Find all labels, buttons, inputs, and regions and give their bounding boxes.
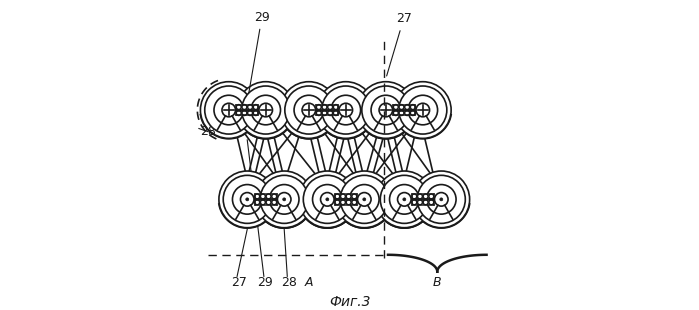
Circle shape xyxy=(399,104,404,109)
Circle shape xyxy=(417,194,422,199)
Circle shape xyxy=(247,111,252,115)
Circle shape xyxy=(260,175,308,224)
Circle shape xyxy=(253,111,258,115)
Circle shape xyxy=(236,104,241,109)
Circle shape xyxy=(362,86,410,134)
Circle shape xyxy=(317,82,374,138)
Circle shape xyxy=(423,200,428,205)
Circle shape xyxy=(251,95,280,125)
Circle shape xyxy=(317,111,322,115)
Circle shape xyxy=(322,86,370,134)
Circle shape xyxy=(214,95,243,125)
Circle shape xyxy=(335,200,340,205)
Circle shape xyxy=(335,194,340,199)
Text: Фиг.3: Фиг.3 xyxy=(329,294,370,309)
Circle shape xyxy=(394,104,398,109)
Circle shape xyxy=(340,200,345,205)
Circle shape xyxy=(282,198,286,201)
Circle shape xyxy=(340,194,345,199)
Circle shape xyxy=(399,86,447,134)
Circle shape xyxy=(269,184,299,214)
Circle shape xyxy=(394,82,451,138)
Circle shape xyxy=(352,200,356,205)
Circle shape xyxy=(333,111,338,115)
Circle shape xyxy=(284,86,333,134)
Text: 29: 29 xyxy=(257,276,273,289)
Circle shape xyxy=(357,82,415,138)
Circle shape xyxy=(380,175,428,224)
Circle shape xyxy=(201,82,257,138)
Circle shape xyxy=(328,104,333,109)
Circle shape xyxy=(322,111,327,115)
Circle shape xyxy=(408,95,438,125)
Circle shape xyxy=(405,104,410,109)
Circle shape xyxy=(233,184,262,214)
Circle shape xyxy=(423,194,428,199)
Circle shape xyxy=(219,171,275,228)
Circle shape xyxy=(429,200,434,205)
Text: 27: 27 xyxy=(231,276,247,289)
Circle shape xyxy=(328,111,333,115)
Circle shape xyxy=(242,111,247,115)
Circle shape xyxy=(352,194,356,199)
Circle shape xyxy=(242,104,247,109)
Circle shape xyxy=(336,171,393,228)
Circle shape xyxy=(417,200,422,205)
Circle shape xyxy=(236,111,241,115)
Circle shape xyxy=(272,200,277,205)
Circle shape xyxy=(322,104,327,109)
Circle shape xyxy=(261,194,266,199)
Circle shape xyxy=(294,95,324,125)
Text: 29: 29 xyxy=(247,11,270,99)
Circle shape xyxy=(247,104,252,109)
Circle shape xyxy=(238,82,294,138)
Circle shape xyxy=(405,111,410,115)
Circle shape xyxy=(399,111,404,115)
Circle shape xyxy=(426,184,456,214)
Circle shape xyxy=(272,194,277,199)
Circle shape xyxy=(261,200,266,205)
Circle shape xyxy=(389,184,419,214)
Circle shape xyxy=(412,194,417,199)
Circle shape xyxy=(256,171,312,228)
Circle shape xyxy=(246,198,249,201)
Circle shape xyxy=(266,194,271,199)
Circle shape xyxy=(326,198,329,201)
Circle shape xyxy=(280,82,337,138)
Circle shape xyxy=(376,171,433,228)
Text: A: A xyxy=(305,276,313,289)
Circle shape xyxy=(333,104,338,109)
Circle shape xyxy=(412,200,417,205)
Circle shape xyxy=(340,175,389,224)
Text: 27: 27 xyxy=(387,12,412,76)
Text: B: B xyxy=(433,276,441,289)
Circle shape xyxy=(253,104,258,109)
Circle shape xyxy=(413,171,470,228)
Circle shape xyxy=(346,194,351,199)
Circle shape xyxy=(317,104,322,109)
Circle shape xyxy=(440,198,442,201)
Circle shape xyxy=(410,104,415,109)
Circle shape xyxy=(403,198,406,201)
Text: 28: 28 xyxy=(281,276,297,289)
Circle shape xyxy=(254,194,260,199)
Circle shape xyxy=(254,200,260,205)
Circle shape xyxy=(331,95,361,125)
Circle shape xyxy=(394,111,398,115)
Circle shape xyxy=(417,175,466,224)
Circle shape xyxy=(371,95,401,125)
Circle shape xyxy=(429,194,434,199)
Circle shape xyxy=(266,200,271,205)
Circle shape xyxy=(350,184,379,214)
Text: 28: 28 xyxy=(200,125,216,138)
Circle shape xyxy=(410,111,415,115)
Circle shape xyxy=(299,171,356,228)
Circle shape xyxy=(205,86,253,134)
Circle shape xyxy=(363,198,366,201)
Circle shape xyxy=(303,175,352,224)
Circle shape xyxy=(242,86,290,134)
Circle shape xyxy=(312,184,342,214)
Circle shape xyxy=(223,175,271,224)
Circle shape xyxy=(346,200,351,205)
